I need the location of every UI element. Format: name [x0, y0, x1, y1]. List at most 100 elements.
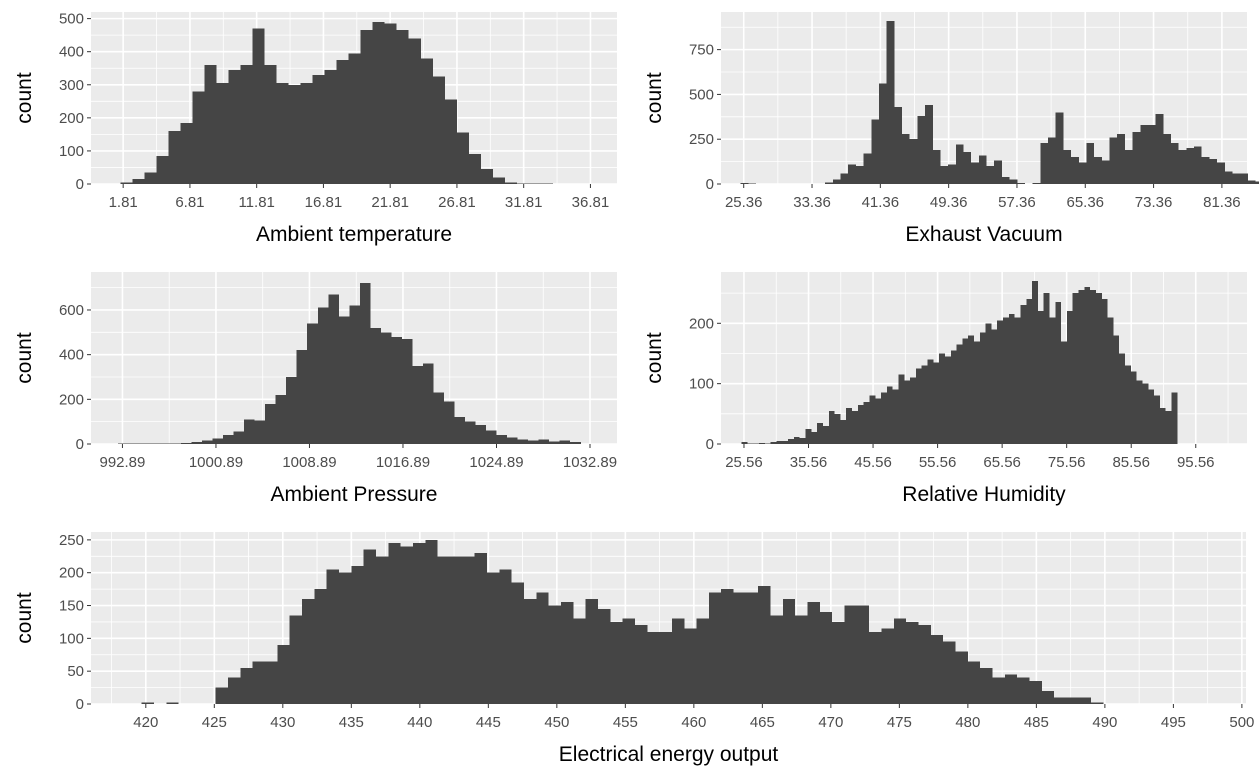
- x-tick-label: 45.56: [854, 454, 892, 471]
- y-tick-label: 50: [67, 663, 84, 680]
- histogram-bar: [856, 605, 870, 704]
- histogram-bar: [1101, 160, 1110, 184]
- x-tick-label: 75.56: [1048, 454, 1086, 471]
- histogram-bar: [300, 83, 313, 184]
- x-tick-label: 6.81: [175, 194, 204, 211]
- histogram-bar: [351, 566, 364, 704]
- histogram-bar: [1004, 674, 1018, 704]
- histogram-bar: [240, 667, 253, 704]
- histogram-bar: [144, 172, 157, 184]
- histogram-bar: [978, 155, 987, 184]
- histogram-bar: [363, 549, 376, 704]
- histogram-bar: [286, 376, 297, 444]
- histogram-bar: [408, 38, 421, 184]
- x-tick-label: 65.56: [983, 454, 1021, 471]
- y-tick-label: 400: [59, 347, 84, 364]
- x-tick-label: 495: [1161, 714, 1186, 731]
- histogram-bar: [967, 661, 981, 704]
- histogram-bar: [1240, 173, 1248, 184]
- histogram-bar: [252, 661, 266, 704]
- histogram-bar: [1155, 114, 1164, 184]
- histogram-bar: [1086, 142, 1095, 184]
- histogram-bar: [747, 443, 754, 444]
- histogram-bar: [788, 439, 794, 444]
- histogram-bar: [622, 618, 635, 704]
- histogram-bar: [444, 401, 455, 444]
- histogram-bar: [980, 667, 993, 704]
- histogram-bar: [312, 74, 325, 184]
- histogram-bar: [559, 440, 571, 444]
- histogram-bar: [396, 30, 409, 185]
- y-axis-title: count: [13, 592, 36, 644]
- histogram-bar: [1055, 112, 1064, 184]
- histogram-bar: [570, 441, 581, 444]
- histogram-bar: [276, 83, 289, 184]
- histogram-bar: [492, 177, 505, 184]
- histogram-bar: [1084, 287, 1091, 444]
- histogram-bar: [1061, 341, 1067, 444]
- histogram-bar: [388, 543, 401, 704]
- histogram-bar: [212, 438, 224, 444]
- histogram-bar: [499, 569, 512, 704]
- x-tick-label: 1.81: [109, 194, 138, 211]
- histogram-bar: [647, 631, 660, 704]
- histogram-bar: [585, 598, 598, 704]
- exhaust-vacuum-histogram: 0 250 500 750 25.36 33.36 41.36 49.36 57.36 65.3…: [643, 12, 1259, 246]
- x-tick-label: 73.36: [1135, 194, 1173, 211]
- histogram-bar: [288, 84, 301, 184]
- histogram-bar: [1055, 302, 1062, 444]
- y-tick-label: 100: [59, 143, 84, 160]
- histogram-bar: [289, 615, 302, 704]
- histogram-bar: [906, 621, 919, 704]
- histogram-bar: [517, 439, 529, 444]
- histogram-bar: [296, 350, 308, 444]
- histogram-bar: [846, 407, 853, 444]
- histogram-bar: [822, 425, 829, 444]
- histogram-bar: [192, 91, 205, 184]
- histogram-bar: [1037, 311, 1044, 444]
- histogram-bar: [307, 323, 318, 444]
- histogram-bar: [795, 615, 808, 704]
- y-tick-label: 150: [59, 598, 84, 615]
- x-tick-label: 36.81: [572, 194, 610, 211]
- histogram-bar: [468, 154, 481, 184]
- histogram-bar: [1178, 149, 1187, 184]
- histogram-bar: [933, 362, 940, 444]
- x-tick-label: 31.81: [505, 194, 543, 211]
- histogram-bar: [462, 556, 475, 704]
- histogram-bar: [997, 320, 1004, 444]
- histogram-bar: [910, 377, 916, 444]
- histogram-bar: [254, 420, 266, 444]
- histogram-bar: [1032, 281, 1038, 444]
- x-axis-title: Electrical energy output: [559, 743, 779, 766]
- histogram-bar: [840, 419, 847, 444]
- x-tick-label: 490: [1092, 714, 1117, 731]
- histogram-bar: [204, 64, 217, 184]
- histogram-bar: [939, 353, 945, 444]
- histogram-bar: [930, 635, 944, 704]
- histogram-bar: [898, 374, 905, 444]
- histogram-bar: [360, 30, 373, 185]
- histogram-bar: [881, 628, 894, 704]
- histogram-bar: [348, 53, 361, 184]
- histogram-bar: [1159, 407, 1166, 444]
- histogram-bar: [317, 307, 329, 444]
- histogram-bar: [511, 582, 524, 704]
- histogram-bar: [1090, 290, 1096, 444]
- histogram-bar: [338, 316, 350, 444]
- ambient-temperature-histogram: 0 100 200 300 400 500 1.81 6.81 11.81 16.81 21.81…: [13, 11, 617, 246]
- histogram-bar: [902, 133, 910, 184]
- histogram-bar: [233, 431, 245, 444]
- histogram-bar: [948, 164, 956, 184]
- x-tick-label: 65.36: [1066, 194, 1104, 211]
- histogram-bar: [1209, 158, 1218, 184]
- x-tick-label: 85.56: [1112, 454, 1150, 471]
- histogram-bar: [228, 677, 241, 704]
- histogram-bar: [1071, 157, 1079, 184]
- histogram-bar: [456, 132, 469, 184]
- histogram-bar: [863, 401, 870, 444]
- histogram-bar: [437, 556, 450, 704]
- x-tick-label: 11.81: [238, 194, 274, 211]
- histogram-bar: [819, 612, 833, 704]
